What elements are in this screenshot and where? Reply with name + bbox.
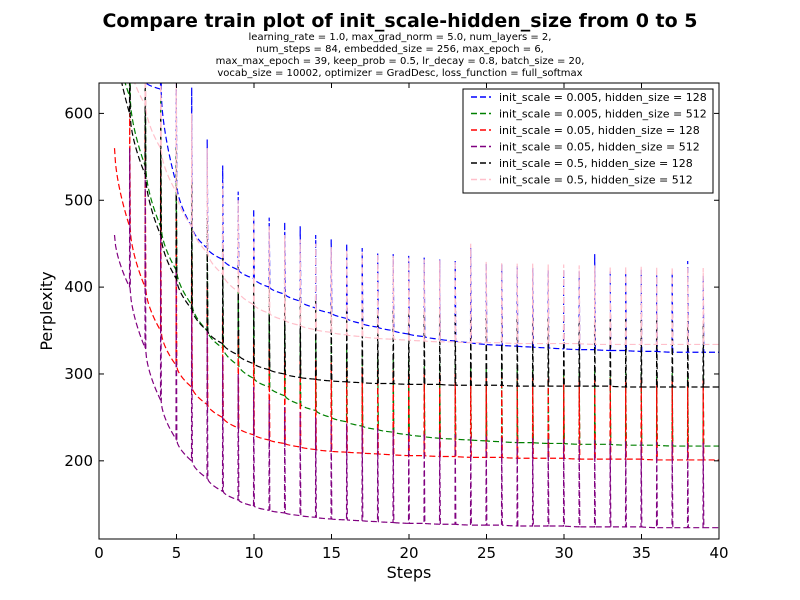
x-tick-label: 30 <box>554 544 573 562</box>
y-tick-label: 600 <box>64 104 93 122</box>
series-line-1 <box>124 83 719 447</box>
chart-subtitle: learning_rate = 1.0, max_grad_norm = 5.0… <box>0 32 800 80</box>
legend-entry: init_scale = 0.005, hidden_size = 128 <box>499 91 707 104</box>
series-line-5 <box>134 83 719 346</box>
x-axis-label: Steps <box>387 563 432 582</box>
legend-entry: init_scale = 0.05, hidden_size = 128 <box>499 124 700 137</box>
x-tick-label: 40 <box>709 544 728 562</box>
x-axis: 0 5 10 15 20 25 30 35 40 <box>94 83 729 562</box>
x-tick-label: 0 <box>94 544 104 562</box>
series-line-4 <box>121 83 719 388</box>
y-tick-label: 300 <box>64 365 93 383</box>
y-axis-label: Perplexity <box>37 271 56 350</box>
legend-box <box>462 88 714 194</box>
legend-entry: init_scale = 0.05, hidden_size = 512 <box>499 141 700 154</box>
x-tick-label: 10 <box>244 544 263 562</box>
chart-title: Compare train plot of init_scale-hidden_… <box>102 10 698 32</box>
x-tick-label: 5 <box>172 544 182 562</box>
series-layer <box>113 83 719 529</box>
y-tick-label: 400 <box>64 278 93 296</box>
legend: init_scale = 0.005, hidden_size = 128 ini… <box>462 88 714 194</box>
x-tick-label: 25 <box>477 544 496 562</box>
subtitle-line: learning_rate = 1.0, max_grad_norm = 5.0… <box>248 32 552 43</box>
x-tick-label: 35 <box>632 544 651 562</box>
x-tick-label: 15 <box>322 544 341 562</box>
legend-entry: init_scale = 0.5, hidden_size = 128 <box>499 157 693 170</box>
series-line-2 <box>113 113 719 461</box>
y-tick-label: 500 <box>64 191 93 209</box>
x-tick-label: 20 <box>399 544 418 562</box>
legend-entry: init_scale = 0.5, hidden_size = 512 <box>499 174 693 187</box>
subtitle-line: max_max_epoch = 39, keep_prob = 0.5, lr_… <box>215 56 585 67</box>
subtitle-line: num_steps = 84, embedded_size = 256, max… <box>256 44 544 55</box>
y-tick-label: 200 <box>64 452 93 470</box>
legend-entry: init_scale = 0.005, hidden_size = 512 <box>499 108 707 121</box>
series-line-3 <box>113 148 719 529</box>
subtitle-line: vocab_size = 10002, optimizer = GradDesc… <box>217 68 583 79</box>
y-axis: 200 300 400 500 600 <box>64 104 719 470</box>
